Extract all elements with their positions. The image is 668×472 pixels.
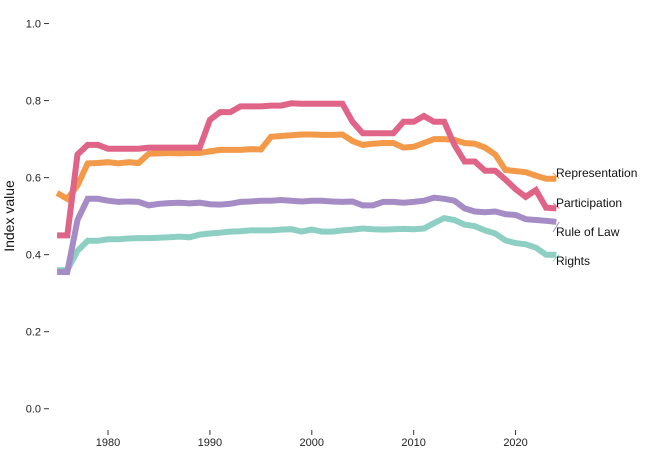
label-leader [552,254,560,262]
x-tick-label: 2000 [300,437,324,449]
series-label: Rule of Law [556,225,620,239]
series-label: Rights [556,254,590,268]
series-line-rule-of-law [57,194,557,275]
y-tick-label: 0.8 [26,96,41,108]
label-leader [552,202,560,209]
x-axis: 1980 1990 2000 2010 2020 [96,430,528,449]
series-layer [55,100,557,275]
series-labels: Representation Participation Rule of Law Ri… [552,166,637,268]
x-tick-label: 2020 [503,437,527,449]
series-label: Representation [556,166,637,180]
label-leader [552,172,560,180]
x-tick-label: 1980 [96,437,120,449]
series-line-representation [55,131,557,203]
series-line-participation [57,100,557,239]
label-leader [552,221,560,233]
y-tick-label: 0.2 [26,327,41,339]
y-tick-label: 1.0 [26,19,41,31]
y-tick-label: 0.6 [26,173,41,185]
y-axis-title: Index value [1,180,17,252]
x-tick-label: 1990 [198,437,222,449]
y-axis: 0.0 0.2 0.4 0.6 0.8 1.0 [26,19,49,416]
series-label: Participation [556,196,622,210]
series-line-rights [57,214,557,274]
y-tick-label: 0.0 [26,404,41,416]
y-tick-label: 0.4 [26,250,41,262]
x-tick-label: 2010 [401,437,425,449]
